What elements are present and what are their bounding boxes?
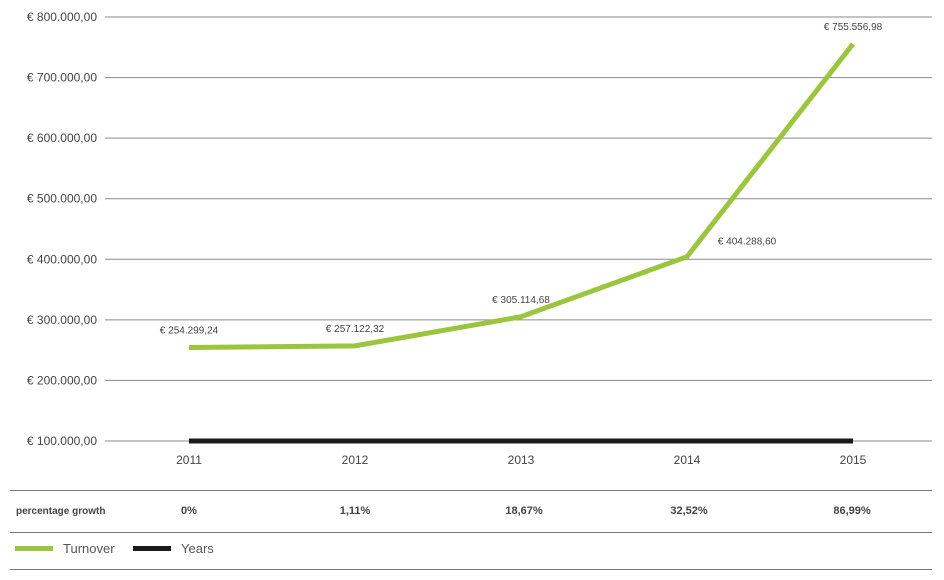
x-axis-ticks: 2011 2012 2013 2014 2015 [176,453,867,467]
growth-value-2015: 86,99% [833,505,871,517]
growth-value-2012: 1,11% [339,505,371,517]
growth-value-2013: 18,67% [505,505,543,517]
gridlines [105,16,932,442]
data-label-turnover: € 254.299,24 [160,326,219,337]
legend-swatch-turnover [15,546,53,551]
legend-label-turnover: Turnover [63,541,115,556]
percentage-growth-row: percentage growth 0% 1,11% 18,67% 32,52%… [10,490,932,533]
growth-value-2014: 32,52% [670,505,708,517]
y-tick-label: € 800.000,00 [27,10,97,24]
x-tick-label: 2014 [674,453,701,467]
data-label-turnover: € 404.288,60 [718,237,777,248]
x-tick-label: 2015 [840,453,867,467]
chart-legend: Turnover Years [10,531,932,570]
y-tick-label: € 700.000,00 [27,71,97,85]
y-axis-ticks: € 100.000,00 € 200.000,00 € 300.000,00 € 40… [27,10,97,448]
series-line-turnover [188,42,855,351]
data-label-turnover: € 755.556,98 [824,22,883,33]
data-labels: € 254.299,24 € 257.122,32 € 305.114,68 € 40… [160,22,883,337]
legend-label-years: Years [181,541,214,556]
y-tick-label: € 400.000,00 [27,252,97,266]
y-tick-label: € 200.000,00 [27,373,97,387]
y-tick-label: € 600.000,00 [27,131,97,145]
series-lines [188,42,855,444]
x-tick-label: 2013 [508,453,535,467]
data-label-turnover: € 257.122,32 [326,324,385,335]
y-tick-label: € 300.000,00 [27,313,97,327]
legend-swatch-years [133,546,171,551]
y-tick-label: € 100.000,00 [27,434,97,448]
percentage-growth-label: percentage growth [16,506,106,517]
x-tick-label: 2012 [342,453,369,467]
legend-item-turnover: Turnover [15,541,115,556]
y-tick-label: € 500.000,00 [27,192,97,206]
legend-item-years: Years [133,541,214,556]
data-label-turnover: € 305.114,68 [492,295,550,306]
turnover-line-chart: € 100.000,00 € 200.000,00 € 300.000,00 € 40… [27,10,932,467]
x-tick-label: 2011 [176,453,202,467]
growth-value-2011: 0% [181,505,197,517]
